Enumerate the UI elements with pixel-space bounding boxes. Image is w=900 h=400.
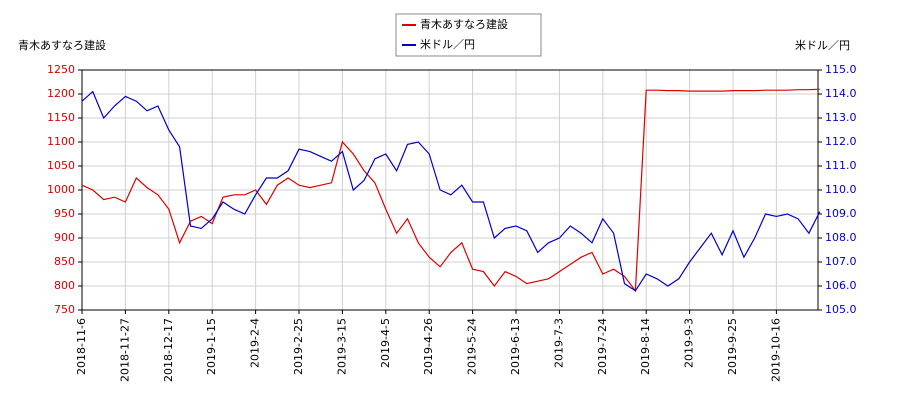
y-tick-label: 900 (54, 231, 75, 244)
x-tick-label: 2019-4-26 (422, 318, 435, 375)
y-axis-label: 青木あすなろ建設 (18, 38, 106, 52)
y-tick-label: 1200 (47, 87, 75, 100)
series-line (81, 88, 820, 293)
y2-tick-label: 114.0 (825, 87, 857, 100)
legend-label: 青木あすなろ建設 (420, 17, 508, 31)
x-tick-label: 2018-11-6 (75, 318, 88, 375)
x-tick-label: 2019-4-5 (379, 318, 392, 368)
y2-tick-label: 109.0 (825, 207, 857, 220)
x-tick-label: 2018-12-17 (162, 318, 175, 382)
y-tick-label: 950 (54, 207, 75, 220)
y2-tick-label: 113.0 (825, 111, 857, 124)
x-tick-label: 2019-2-25 (292, 318, 305, 375)
y-tick-label: 1150 (47, 111, 75, 124)
x-tick-label: 2019-2-4 (249, 318, 262, 368)
plot-frame (81, 69, 819, 311)
x-tick-label: 2019-10-16 (769, 318, 782, 382)
y2-tick-label: 111.0 (825, 159, 857, 172)
y-tick-label: 1000 (47, 183, 75, 196)
legend-label: 米ドル／円 (420, 38, 475, 51)
y2-tick-label: 112.0 (825, 135, 857, 148)
y2-tick-label: 115.0 (825, 63, 857, 76)
y-tick-label: 850 (54, 255, 75, 268)
y2-tick-label: 108.0 (825, 231, 857, 244)
y2-axis-label: 米ドル／円 (795, 39, 850, 52)
y-tick-label: 1250 (47, 63, 75, 76)
y-tick-label: 750 (54, 303, 75, 316)
y2-tick-label: 107.0 (825, 255, 857, 268)
legend-box (395, 13, 542, 57)
y-tick-label: 1100 (47, 135, 75, 148)
x-tick-label: 2019-6-13 (509, 318, 522, 375)
y2-tick-label: 106.0 (825, 279, 857, 292)
x-tick-label: 2019-7-24 (596, 318, 609, 375)
series-line (81, 90, 821, 292)
x-tick-label: 2019-5-24 (466, 318, 479, 375)
x-tick-label: 2019-9-25 (726, 318, 739, 375)
x-tick-label: 2019-1-15 (205, 318, 218, 375)
y2-tick-label: 110.0 (825, 183, 857, 196)
y-tick-label: 800 (54, 279, 75, 292)
x-tick-label: 2019-9-3 (683, 318, 696, 368)
y2-tick-label: 105.0 (825, 303, 857, 316)
x-tick-label: 2019-8-14 (639, 318, 652, 375)
x-tick-label: 2019-3-15 (335, 318, 348, 375)
y-tick-label: 1050 (47, 159, 75, 172)
x-tick-label: 2019-7-3 (552, 318, 565, 368)
x-tick-label: 2018-11-27 (118, 318, 131, 382)
